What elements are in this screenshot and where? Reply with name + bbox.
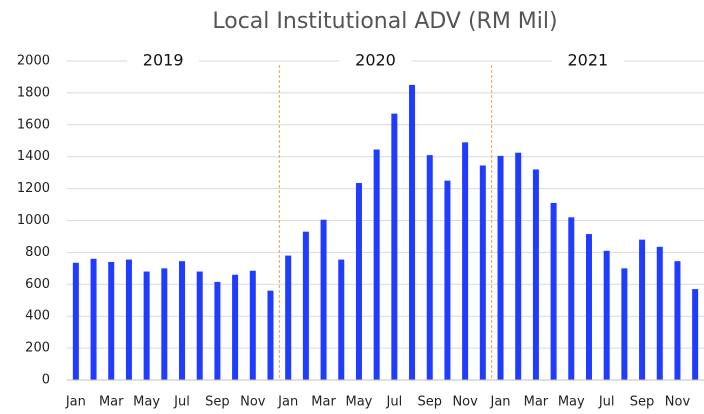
y-tick-label: 800	[25, 245, 50, 260]
bar	[444, 180, 451, 380]
bar	[232, 274, 239, 380]
bar	[302, 231, 309, 380]
bar	[532, 169, 539, 380]
x-tick-label: Jan	[65, 395, 86, 410]
year-label-bg	[551, 51, 624, 71]
x-tick-label: May	[133, 395, 160, 410]
chart-title: Local Institutional ADV (RM Mil)	[212, 9, 557, 34]
x-tick-label: Sep	[630, 395, 655, 410]
x-tick-label: Sep	[417, 395, 442, 410]
bar	[196, 271, 203, 380]
x-tick-label: Jul	[173, 395, 190, 410]
bar	[550, 202, 557, 380]
x-tick-label: Jan	[277, 395, 298, 410]
bar	[143, 271, 150, 380]
x-tick-label: Jul	[598, 395, 615, 410]
x-tick-label: Sep	[205, 395, 230, 410]
y-tick-label: 400	[25, 309, 50, 324]
bar	[373, 149, 380, 380]
bar	[72, 262, 79, 380]
year-label: 2020	[355, 51, 396, 70]
x-tick-label: Jan	[489, 395, 510, 410]
bar	[497, 155, 504, 380]
bar	[674, 261, 681, 380]
bar	[108, 261, 115, 380]
bar	[603, 250, 610, 380]
x-tick-label: Nov	[240, 395, 266, 410]
bar	[568, 217, 575, 380]
y-tick-label: 1000	[17, 213, 50, 228]
bar	[621, 268, 628, 380]
x-tick-label: Mar	[524, 395, 549, 410]
bar	[338, 259, 345, 380]
bar	[249, 270, 256, 380]
bar	[409, 84, 416, 381]
bar	[515, 152, 522, 380]
x-tick-label: Nov	[665, 395, 691, 410]
y-tick-label: 200	[25, 341, 50, 356]
bar	[639, 239, 646, 380]
year-label: 2021	[567, 51, 608, 70]
bar	[320, 219, 327, 380]
year-label-bg	[127, 51, 200, 71]
bar	[179, 261, 186, 380]
bar	[391, 113, 398, 380]
bar	[90, 258, 97, 380]
bar	[426, 155, 433, 380]
y-tick-label: 1600	[17, 117, 50, 132]
bar	[479, 165, 486, 380]
y-tick-label: 1200	[17, 181, 50, 196]
year-label: 2019	[143, 51, 184, 70]
bar	[214, 281, 221, 380]
bar	[125, 259, 132, 380]
bar	[462, 142, 469, 380]
y-tick-label: 1800	[17, 85, 50, 100]
year-label-bg	[339, 51, 412, 71]
x-tick-label: Jul	[386, 395, 403, 410]
y-tick-label: 1400	[17, 149, 50, 164]
bar	[656, 246, 663, 380]
y-tick-label: 0	[42, 373, 50, 388]
bar	[267, 290, 274, 380]
bar	[355, 183, 362, 380]
x-tick-label: May	[346, 395, 373, 410]
y-tick-label: 600	[25, 277, 50, 292]
bar	[161, 268, 168, 380]
bar	[585, 234, 592, 380]
x-tick-label: Mar	[99, 395, 124, 410]
x-tick-label: Nov	[452, 395, 478, 410]
bar	[285, 255, 292, 380]
x-tick-label: Mar	[311, 395, 336, 410]
bar	[692, 289, 699, 380]
y-tick-label: 2000	[17, 54, 50, 69]
x-tick-label: May	[558, 395, 585, 410]
